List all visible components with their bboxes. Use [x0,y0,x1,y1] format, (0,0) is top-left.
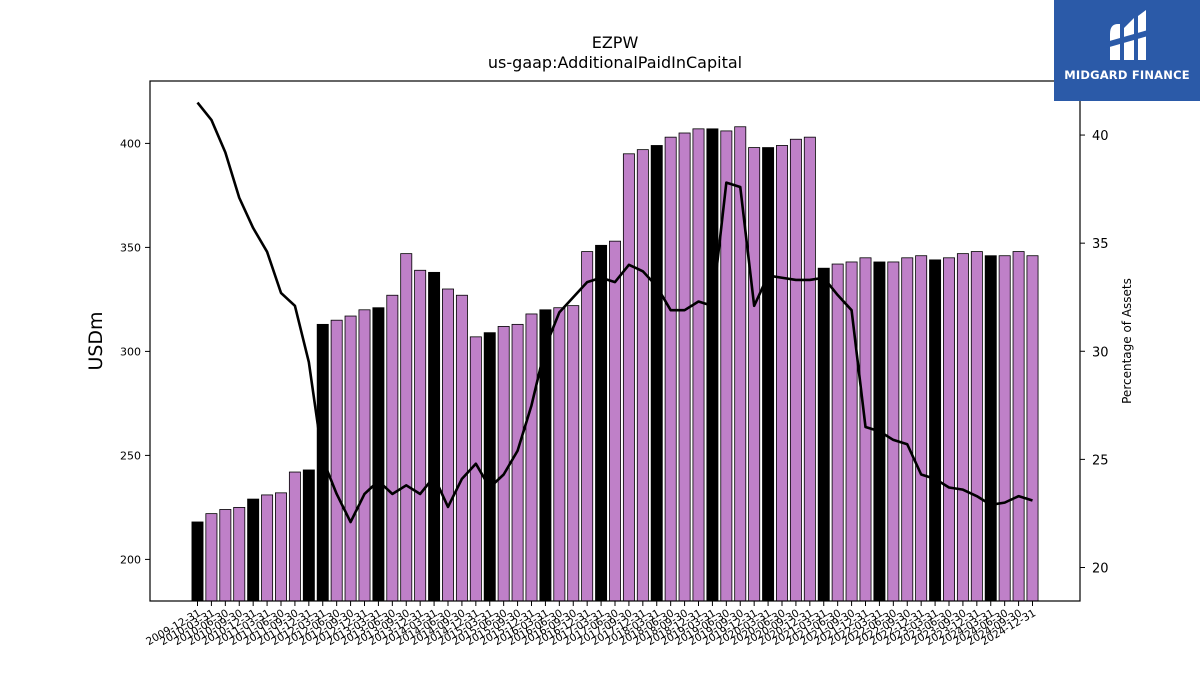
bar [581,251,594,602]
bar [817,267,830,602]
plot-frame [149,80,1081,602]
bar [678,132,691,602]
bar [831,263,844,602]
bar [344,315,357,602]
bar [664,136,677,602]
bar [956,253,969,602]
bar [455,294,468,602]
y-tick-label: 350 [120,241,141,254]
bar [442,288,454,602]
bar [358,309,371,602]
y2-tick-label: 30 [1092,345,1109,360]
bar [789,138,802,602]
bar [372,307,385,602]
bar [1026,255,1039,602]
bar [776,145,788,602]
bar [998,255,1011,602]
bar [511,323,524,602]
bar [915,255,928,602]
bar [497,326,510,602]
bar [219,509,232,602]
bar [984,255,997,602]
midgard-logo-icon [1106,10,1148,60]
bar [400,253,413,602]
y2-axis-label: Percentage of Assets [1120,278,1134,404]
bar [233,506,246,602]
bar [275,492,287,602]
bar [553,307,566,602]
bar [567,305,580,602]
bar [609,240,621,602]
bar [330,319,343,602]
percentage-line [196,101,1033,524]
bar [636,149,649,602]
bar [650,145,663,602]
bar [428,271,441,602]
y2-tick-label: 35 [1092,237,1109,252]
bar [692,128,705,602]
bar [706,128,719,602]
brand-logo: MIDGARD FINANCE [1054,0,1200,101]
bar [929,259,942,602]
logo-text: MIDGARD FINANCE [1064,68,1190,82]
bar [483,332,496,602]
bar [205,513,218,602]
y2-tick-label: 20 [1092,561,1109,576]
y-tick-label: 250 [120,449,141,462]
y-axis-label: USDm [85,311,107,370]
y-tick-label: 400 [120,137,141,150]
bar [762,147,775,602]
y-tick-label: 200 [120,553,141,566]
bar [1012,251,1025,602]
bar [970,251,983,602]
y2-tick-label: 40 [1092,129,1109,144]
bar [622,153,635,602]
bar [887,261,900,602]
plot-area: 20025030035040020253035402009-12-312010-… [120,101,1109,648]
bar [720,130,733,602]
bar [539,309,552,602]
bar [288,471,301,602]
bar [943,257,955,602]
bar [261,494,274,602]
y2-tick-label: 25 [1092,453,1109,468]
bar [302,469,315,602]
chart-subtitle: us-gaap:AdditionalPaidInCapital [488,53,742,72]
bar [595,244,608,602]
bar [525,313,538,602]
bar [191,521,204,602]
bar [247,498,260,602]
bar [901,257,914,602]
bar [386,294,399,602]
chart-title: EZPW [592,33,639,52]
bar [803,136,816,602]
bar [414,269,427,602]
y-tick-label: 300 [120,345,141,358]
bar [748,147,761,602]
